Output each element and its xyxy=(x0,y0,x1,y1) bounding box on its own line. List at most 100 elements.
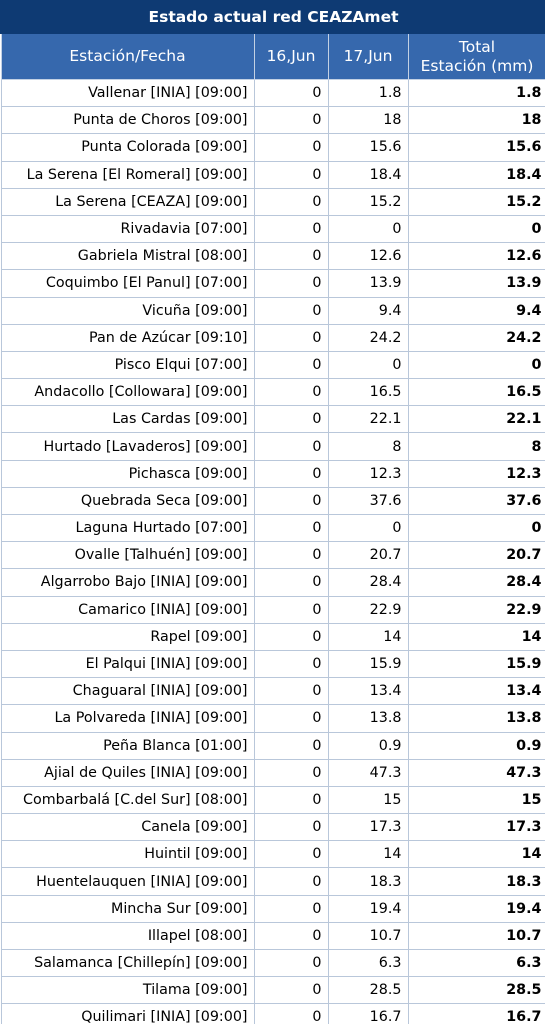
total-cell: 13.8 xyxy=(407,704,545,733)
total-cell: 0 xyxy=(407,513,545,543)
day-16-jun-cell: 0 xyxy=(253,622,329,651)
table-row: Tilama [09:00] 0 28.5 28.5 xyxy=(0,976,545,1005)
day-17-jun-cell: 22.1 xyxy=(327,405,409,434)
day-16-jun-cell: 0 xyxy=(253,160,329,189)
table-row: Punta Colorada [09:00] 0 15.6 15.6 xyxy=(0,133,545,162)
day-17-jun-cell: 28.5 xyxy=(327,976,409,1005)
day-17-jun-cell: 18.3 xyxy=(327,867,409,896)
table-row: Salamanca [Chillepín] [09:00] 0 6.3 6.3 xyxy=(0,948,545,978)
station-cell: Canela [09:00] xyxy=(0,813,255,842)
table-row: El Palqui [INIA] [09:00] 0 15.9 15.9 xyxy=(0,649,545,679)
table-row: Canela [09:00] 0 17.3 17.3 xyxy=(0,813,545,842)
day-17-jun-cell: 1.8 xyxy=(327,78,409,108)
station-cell: El Palqui [INIA] [09:00] xyxy=(0,649,255,679)
station-cell: Laguna Hurtado [07:00] xyxy=(0,513,255,543)
day-17-jun-cell: 14 xyxy=(327,622,409,651)
table-row: Huintil [09:00] 0 14 14 xyxy=(0,840,545,869)
day-17-jun-cell: 18.4 xyxy=(327,160,409,189)
day-17-jun-cell: 0.9 xyxy=(327,731,409,760)
total-cell: 13.9 xyxy=(407,269,545,298)
day-17-jun-cell: 15.2 xyxy=(327,187,409,216)
column-header-total: Total Estación (mm) xyxy=(407,32,545,80)
day-16-jun-cell: 0 xyxy=(253,677,329,706)
day-16-jun-cell: 0 xyxy=(253,1003,329,1024)
table-row: Laguna Hurtado [07:00] 0 0 0 xyxy=(0,513,545,543)
station-cell: Tilama [09:00] xyxy=(0,976,255,1005)
column-header-total-line1: Total xyxy=(458,37,496,56)
total-cell: 6.3 xyxy=(407,948,545,978)
table-row: Rivadavia [07:00] 0 0 0 xyxy=(0,214,545,244)
table-row: Huentelauquen [INIA] [09:00] 0 18.3 18.3 xyxy=(0,867,545,896)
day-16-jun-cell: 0 xyxy=(253,405,329,434)
table-row: Algarrobo Bajo [INIA] [09:00] 0 28.4 28.4 xyxy=(0,568,545,597)
table-row: La Serena [CEAZA] [09:00] 0 15.2 15.2 xyxy=(0,187,545,216)
day-17-jun-cell: 13.4 xyxy=(327,677,409,706)
station-cell: Andacollo [Collowara] [09:00] xyxy=(0,378,255,407)
station-cell: Pichasca [09:00] xyxy=(0,459,255,488)
table-row: Coquimbo [El Panul] [07:00] 0 13.9 13.9 xyxy=(0,269,545,298)
station-cell: Algarrobo Bajo [INIA] [09:00] xyxy=(0,568,255,597)
day-17-jun-cell: 24.2 xyxy=(327,323,409,352)
total-cell: 9.4 xyxy=(407,296,545,325)
total-cell: 28.4 xyxy=(407,568,545,597)
day-17-jun-cell: 0 xyxy=(327,350,409,380)
day-17-jun-cell: 19.4 xyxy=(327,894,409,923)
total-cell: 28.5 xyxy=(407,976,545,1005)
station-cell: Mincha Sur [09:00] xyxy=(0,894,255,923)
column-header-station: Estación/Fecha xyxy=(0,32,255,80)
station-cell: Quebrada Seca [09:00] xyxy=(0,486,255,516)
table-row: Pan de Azúcar [09:10] 0 24.2 24.2 xyxy=(0,323,545,352)
station-cell: La Serena [El Romeral] [09:00] xyxy=(0,160,255,189)
table-row: Illapel [08:00] 0 10.7 10.7 xyxy=(0,921,545,951)
total-cell: 8 xyxy=(407,432,545,461)
table-row: La Serena [El Romeral] [09:00] 0 18.4 18.4 xyxy=(0,160,545,189)
total-cell: 14 xyxy=(407,840,545,869)
day-16-jun-cell: 0 xyxy=(253,513,329,543)
table-body: Vallenar [INIA] [09:00] 0 1.8 1.8 Punta de C… xyxy=(0,78,545,1024)
day-17-jun-cell: 0 xyxy=(327,214,409,244)
station-cell: Vallenar [INIA] [09:00] xyxy=(0,78,255,108)
table-row: Vallenar [INIA] [09:00] 0 1.8 1.8 xyxy=(0,78,545,108)
station-cell: Gabriela Mistral [08:00] xyxy=(0,242,255,271)
total-cell: 17.3 xyxy=(407,813,545,842)
table-row: Quilimari [INIA] [09:00] 0 16.7 16.7 xyxy=(0,1003,545,1024)
total-cell: 1.8 xyxy=(407,78,545,108)
total-cell: 15.9 xyxy=(407,649,545,679)
total-cell: 14 xyxy=(407,622,545,651)
day-16-jun-cell: 0 xyxy=(253,813,329,842)
day-17-jun-cell: 9.4 xyxy=(327,296,409,325)
day-17-jun-cell: 13.9 xyxy=(327,269,409,298)
column-header-total-line2: Estación (mm) xyxy=(420,56,534,75)
day-16-jun-cell: 0 xyxy=(253,133,329,162)
column-header-16-jun: 16,Jun xyxy=(253,32,329,80)
day-17-jun-cell: 8 xyxy=(327,432,409,461)
day-17-jun-cell: 15 xyxy=(327,785,409,815)
day-17-jun-cell: 12.3 xyxy=(327,459,409,488)
total-cell: 0.9 xyxy=(407,731,545,760)
station-cell: Rivadavia [07:00] xyxy=(0,214,255,244)
day-16-jun-cell: 0 xyxy=(253,214,329,244)
day-17-jun-cell: 0 xyxy=(327,513,409,543)
total-cell: 24.2 xyxy=(407,323,545,352)
station-cell: La Serena [CEAZA] [09:00] xyxy=(0,187,255,216)
day-17-jun-cell: 16.7 xyxy=(327,1003,409,1024)
table-row: Ajial de Quiles [INIA] [09:00] 0 47.3 47.3 xyxy=(0,758,545,787)
table-row: Ovalle [Talhuén] [09:00] 0 20.7 20.7 xyxy=(0,541,545,570)
station-cell: Pan de Azúcar [09:10] xyxy=(0,323,255,352)
day-17-jun-cell: 12.6 xyxy=(327,242,409,271)
day-16-jun-cell: 0 xyxy=(253,486,329,516)
day-16-jun-cell: 0 xyxy=(253,432,329,461)
day-16-jun-cell: 0 xyxy=(253,187,329,216)
station-cell: La Polvareda [INIA] [09:00] xyxy=(0,704,255,733)
day-16-jun-cell: 0 xyxy=(253,459,329,488)
total-cell: 20.7 xyxy=(407,541,545,570)
table-row: Mincha Sur [09:00] 0 19.4 19.4 xyxy=(0,894,545,923)
table-row: Quebrada Seca [09:00] 0 37.6 37.6 xyxy=(0,486,545,516)
station-cell: Punta Colorada [09:00] xyxy=(0,133,255,162)
table-row: Las Cardas [09:00] 0 22.1 22.1 xyxy=(0,405,545,434)
day-17-jun-cell: 15.9 xyxy=(327,649,409,679)
day-16-jun-cell: 0 xyxy=(253,269,329,298)
day-16-jun-cell: 0 xyxy=(253,106,329,135)
